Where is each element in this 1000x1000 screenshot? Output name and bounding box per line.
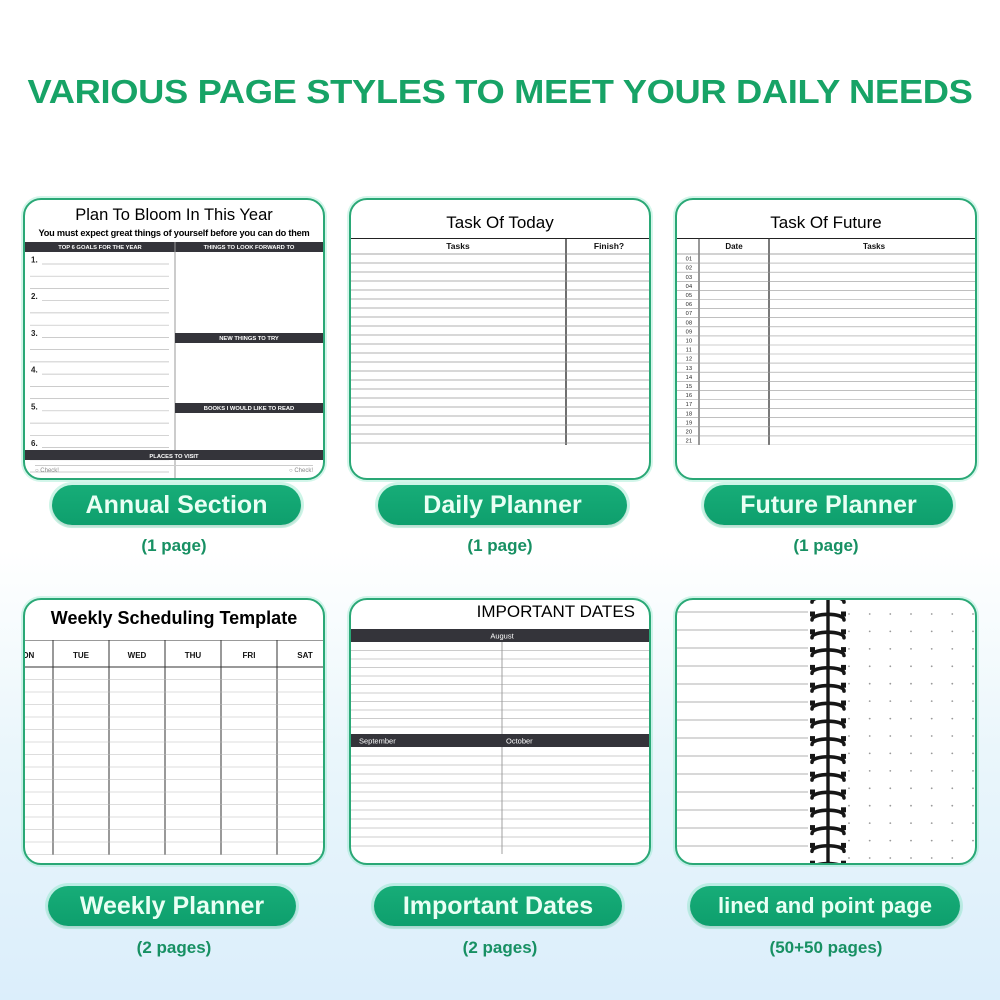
svg-text:August: August xyxy=(490,632,514,641)
svg-text:NEW THINGS TO TRY: NEW THINGS TO TRY xyxy=(219,336,279,342)
svg-text:06: 06 xyxy=(686,302,693,308)
svg-text:Finish?: Finish? xyxy=(594,241,624,251)
svg-text:16: 16 xyxy=(686,393,693,399)
svg-text:09: 09 xyxy=(686,329,693,335)
svg-text:September: September xyxy=(359,737,396,746)
svg-text:02: 02 xyxy=(686,266,693,272)
svg-text:THINGS TO LOOK FORWARD TO: THINGS TO LOOK FORWARD TO xyxy=(204,245,295,251)
svg-text:BOOKS I WOULD LIKE TO READ: BOOKS I WOULD LIKE TO READ xyxy=(204,406,294,412)
svg-text:11: 11 xyxy=(686,348,692,354)
svg-text:21: 21 xyxy=(686,439,693,445)
svg-text:13: 13 xyxy=(686,366,693,372)
svg-text:17: 17 xyxy=(686,402,693,408)
svg-text:FRI: FRI xyxy=(243,651,256,660)
svg-text:TUE: TUE xyxy=(73,651,90,660)
svg-text:01: 01 xyxy=(686,257,693,263)
svg-text:2.: 2. xyxy=(31,292,38,301)
svg-text:07: 07 xyxy=(686,311,693,317)
svg-text:Tasks: Tasks xyxy=(863,242,886,251)
svg-text:TOP 6 GOALS FOR THE YEAR: TOP 6 GOALS FOR THE YEAR xyxy=(58,245,142,251)
svg-text:20: 20 xyxy=(686,429,693,435)
svg-text:14: 14 xyxy=(686,375,693,381)
svg-text:October: October xyxy=(506,737,533,746)
svg-text:Date: Date xyxy=(725,242,743,251)
svg-text:MON: MON xyxy=(23,651,35,660)
svg-text:Tasks: Tasks xyxy=(446,241,470,251)
svg-text:4.: 4. xyxy=(31,366,38,375)
svg-text:15: 15 xyxy=(686,384,693,390)
svg-text:05: 05 xyxy=(686,293,693,299)
svg-text:1.: 1. xyxy=(31,256,38,265)
svg-text:SAT: SAT xyxy=(297,651,313,660)
svg-text:3.: 3. xyxy=(31,329,38,338)
svg-text:08: 08 xyxy=(686,320,693,326)
svg-text:04: 04 xyxy=(686,284,693,290)
svg-text:19: 19 xyxy=(686,420,693,426)
svg-text:10: 10 xyxy=(686,339,693,345)
svg-text:WED: WED xyxy=(128,651,147,660)
svg-text:5.: 5. xyxy=(31,402,38,411)
svg-text:12: 12 xyxy=(686,357,693,363)
svg-text:03: 03 xyxy=(686,275,693,281)
svg-text:6.: 6. xyxy=(31,439,38,448)
svg-text:THU: THU xyxy=(185,651,202,660)
svg-text:18: 18 xyxy=(686,411,693,417)
